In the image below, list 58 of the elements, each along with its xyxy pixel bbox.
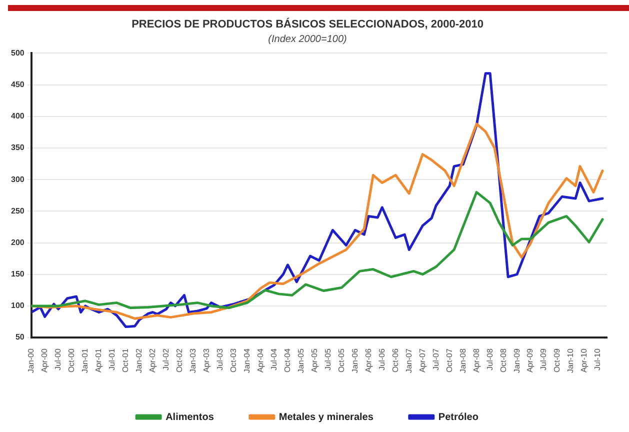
x-tick-label: Jul-04: [269, 348, 278, 370]
y-tick-label: 350: [10, 143, 25, 152]
x-tick-label: Jan-00: [26, 348, 36, 374]
x-tick-label: Jan-01: [80, 348, 90, 374]
x-tick-label: Jul-10: [593, 348, 602, 370]
x-tick-label: Jan-07: [404, 348, 414, 374]
y-tick-label: 100: [10, 301, 25, 310]
x-tick-label: Jul-07: [431, 348, 440, 370]
x-tick-label: Oct-08: [498, 348, 508, 373]
x-tick-label: Apr-06: [364, 348, 373, 373]
y-tick-label: 300: [10, 174, 25, 184]
x-tick-label: Apr-09: [526, 348, 535, 373]
x-tick-label: Apr-07: [418, 348, 427, 373]
x-tick-label: Oct-07: [444, 348, 454, 373]
x-tick-label: Jul-00: [54, 348, 63, 370]
x-tick-label: Apr-05: [310, 348, 319, 373]
x-tick-label: Jul-08: [485, 348, 494, 370]
chart-title: PRECIOS DE PRODUCTOS BÁSICOS SELECCIONADOS, 2000-2010: [132, 18, 484, 31]
x-tick-label: Oct-06: [390, 348, 400, 373]
x-tick-label: Oct-00: [67, 348, 76, 373]
y-tick-label: 250: [10, 206, 25, 216]
y-tick-label: 500: [10, 48, 25, 58]
legend-label: Alimentos: [166, 412, 214, 423]
x-tick-label: Oct-04: [282, 348, 292, 373]
chart-subtitle: (Index 2000=100): [268, 34, 347, 45]
x-tick-label: Apr-04: [256, 348, 265, 373]
y-tick-label: 150: [10, 270, 25, 279]
x-tick-label: Apr-08: [472, 348, 481, 373]
x-tick-label: Jan-10: [566, 348, 576, 374]
x-tick-label: Apr-01: [94, 348, 104, 373]
x-tick-label: Oct-02: [174, 348, 184, 373]
x-tick-label: Jul-05: [323, 348, 332, 370]
x-tick-label: Jan-04: [242, 348, 252, 374]
x-tick-label: Apr-03: [202, 348, 211, 373]
x-tick-label: Jul-02: [161, 348, 170, 370]
x-tick-label: Jan-06: [350, 348, 360, 374]
y-tick-label: 50: [15, 332, 25, 342]
x-tick-label: Jul-01: [108, 348, 116, 370]
x-tick-label: Jul-03: [215, 348, 224, 370]
x-tick-label: Jan-02: [134, 348, 144, 374]
x-tick-label: Apr-02: [148, 348, 157, 373]
x-tick-label: Oct-09: [552, 348, 562, 373]
x-tick-label: Jan-09: [512, 348, 522, 374]
y-tick-label: 400: [10, 112, 25, 121]
x-tick-label: Oct-01: [120, 348, 130, 373]
y-tick-label: 450: [10, 80, 25, 89]
legend-label: Petróleo: [438, 412, 478, 423]
x-tick-label: Oct-03: [228, 348, 238, 373]
x-tick-label: Apr-00: [40, 348, 50, 373]
x-tick-label: Jul-09: [539, 348, 548, 370]
x-tick-label: Jan-08: [458, 348, 468, 374]
x-tick-label: Apr-10: [580, 348, 589, 373]
x-tick-label: Jan-05: [296, 348, 306, 374]
legend-label: Metales y minerales: [278, 412, 374, 423]
x-tick-label: Jul-06: [377, 348, 386, 370]
y-tick-label: 200: [10, 238, 25, 247]
x-tick-label: Jan-03: [188, 348, 198, 374]
x-tick-label: Oct-05: [336, 348, 346, 373]
